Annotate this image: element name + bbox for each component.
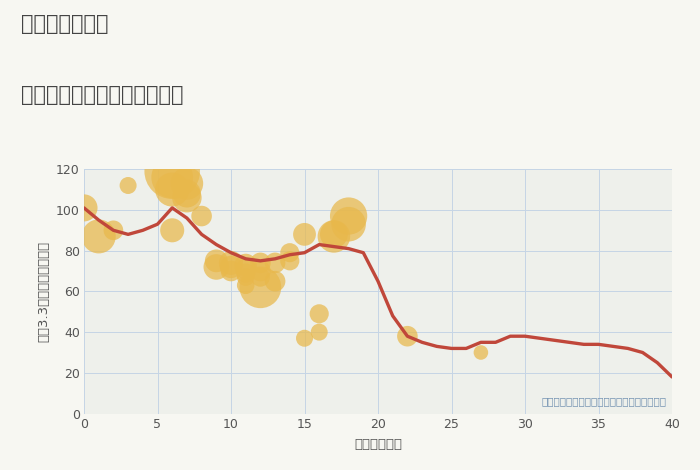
Point (225, 263, 237, 271)
Point (93, 233, 104, 240)
Text: 築年数別中古マンション価格: 築年数別中古マンション価格 (21, 85, 183, 105)
Point (240, 274, 251, 281)
Point (108, 227, 119, 234)
Point (240, 269, 251, 277)
Point (196, 212, 207, 220)
Point (167, 186, 178, 193)
Point (270, 259, 281, 266)
Point (181, 190, 193, 197)
Point (167, 227, 178, 234)
Point (299, 335, 310, 342)
Point (225, 267, 237, 275)
Point (314, 310, 325, 318)
Point (240, 282, 251, 289)
Point (181, 180, 193, 187)
Point (255, 267, 266, 275)
Point (167, 167, 178, 175)
Point (475, 349, 486, 356)
Point (78, 204, 90, 212)
Point (211, 257, 222, 265)
Point (328, 233, 339, 240)
Y-axis label: 坪（3.3㎡）単価（万円）: 坪（3.3㎡）単価（万円） (37, 241, 50, 342)
Point (255, 283, 266, 291)
Point (402, 332, 413, 340)
Point (240, 265, 251, 273)
Point (343, 220, 354, 228)
Text: 三重県津市森町: 三重県津市森町 (21, 14, 108, 34)
Point (328, 231, 339, 238)
Point (255, 274, 266, 281)
Point (225, 259, 237, 266)
Point (284, 249, 295, 257)
Point (240, 261, 251, 269)
Point (181, 194, 193, 202)
Point (270, 277, 281, 285)
Point (255, 259, 266, 266)
X-axis label: 築年数（年）: 築年数（年） (354, 438, 402, 451)
Point (167, 173, 178, 181)
Point (211, 263, 222, 271)
Point (122, 182, 134, 189)
Point (299, 231, 310, 238)
Point (314, 329, 325, 336)
Text: 円の大きさは、取引のあった物件面積を示す: 円の大きさは、取引のあった物件面積を示す (541, 396, 666, 406)
Point (343, 212, 354, 220)
Point (284, 257, 295, 265)
